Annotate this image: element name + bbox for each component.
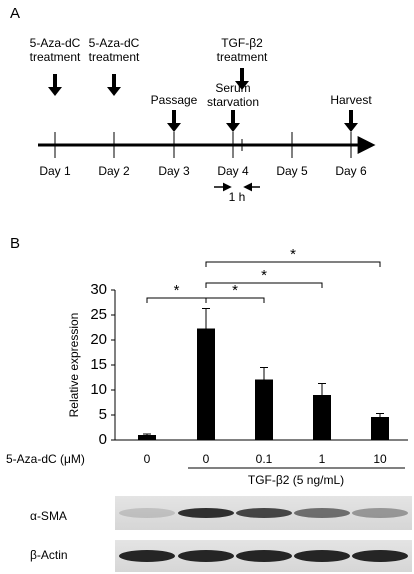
y-tick-label: 20	[90, 331, 107, 348]
event-label: Harvest	[330, 93, 372, 107]
blot-band	[236, 550, 292, 562]
event-label: Passage	[151, 93, 198, 107]
y-tick-label: 15	[90, 356, 107, 373]
significance-bracket	[205, 282, 323, 288]
y-tick-label: 0	[99, 431, 107, 448]
significance-label: *	[261, 267, 267, 284]
event-label: starvation	[207, 95, 259, 109]
event-arrowhead	[48, 87, 62, 96]
x-axis-label: 5-Aza-dC (μM)	[6, 452, 85, 466]
blot-label: α-SMA	[30, 509, 67, 523]
bar	[197, 328, 215, 440]
blot-band	[178, 550, 234, 562]
day-label: Day 3	[158, 164, 190, 178]
x-tick-label: 10	[373, 452, 387, 466]
panel-label: A	[10, 5, 20, 22]
significance-bracket	[205, 297, 265, 303]
blot-band	[119, 508, 175, 518]
day-label: Day 5	[276, 164, 308, 178]
event-label: treatment	[30, 50, 81, 64]
blot-band	[352, 550, 408, 562]
event-label: TGF-β2	[221, 36, 263, 50]
x-tick-label: 0	[203, 452, 210, 466]
bar	[138, 435, 156, 440]
group-label: TGF-β2 (5 ng/mL)	[248, 473, 344, 487]
event-arrowhead	[107, 87, 121, 96]
blot-band	[294, 550, 350, 562]
x-tick-label: 1	[319, 452, 326, 466]
significance-label: *	[174, 282, 180, 299]
bar	[255, 379, 273, 440]
panel-label: B	[10, 235, 20, 252]
significance-label: *	[232, 282, 238, 299]
bar	[313, 395, 331, 440]
event-arrowhead	[235, 81, 249, 90]
x-tick-label: 0	[144, 452, 151, 466]
y-axis-label: Relative expression	[67, 313, 81, 418]
day-label: Day 1	[39, 164, 71, 178]
blot-band	[236, 508, 292, 518]
blot-band	[352, 508, 408, 518]
x-tick-label: 0.1	[256, 452, 273, 466]
day-label: Day 4	[217, 164, 249, 178]
event-label: 5-Aza-dC	[89, 36, 140, 50]
blot-label: β-Actin	[30, 548, 68, 562]
y-tick-label: 30	[90, 281, 107, 298]
event-arrowhead	[226, 123, 240, 132]
day-label: Day 2	[98, 164, 130, 178]
bar	[371, 417, 389, 440]
event-label: treatment	[89, 50, 140, 64]
significance-bracket	[205, 261, 381, 267]
event-arrowhead	[167, 123, 181, 132]
event-arrowhead	[344, 123, 358, 132]
event-label: treatment	[217, 50, 268, 64]
blot-band	[119, 550, 175, 562]
significance-label: *	[290, 246, 296, 263]
blot-band	[294, 508, 350, 518]
event-label: 5-Aza-dC	[30, 36, 81, 50]
y-tick-label: 10	[90, 381, 107, 398]
interval-label: 1 h	[229, 190, 246, 204]
blot-band	[178, 508, 234, 518]
y-tick-label: 5	[99, 406, 107, 423]
y-tick-label: 25	[90, 306, 107, 323]
day-label: Day 6	[335, 164, 367, 178]
